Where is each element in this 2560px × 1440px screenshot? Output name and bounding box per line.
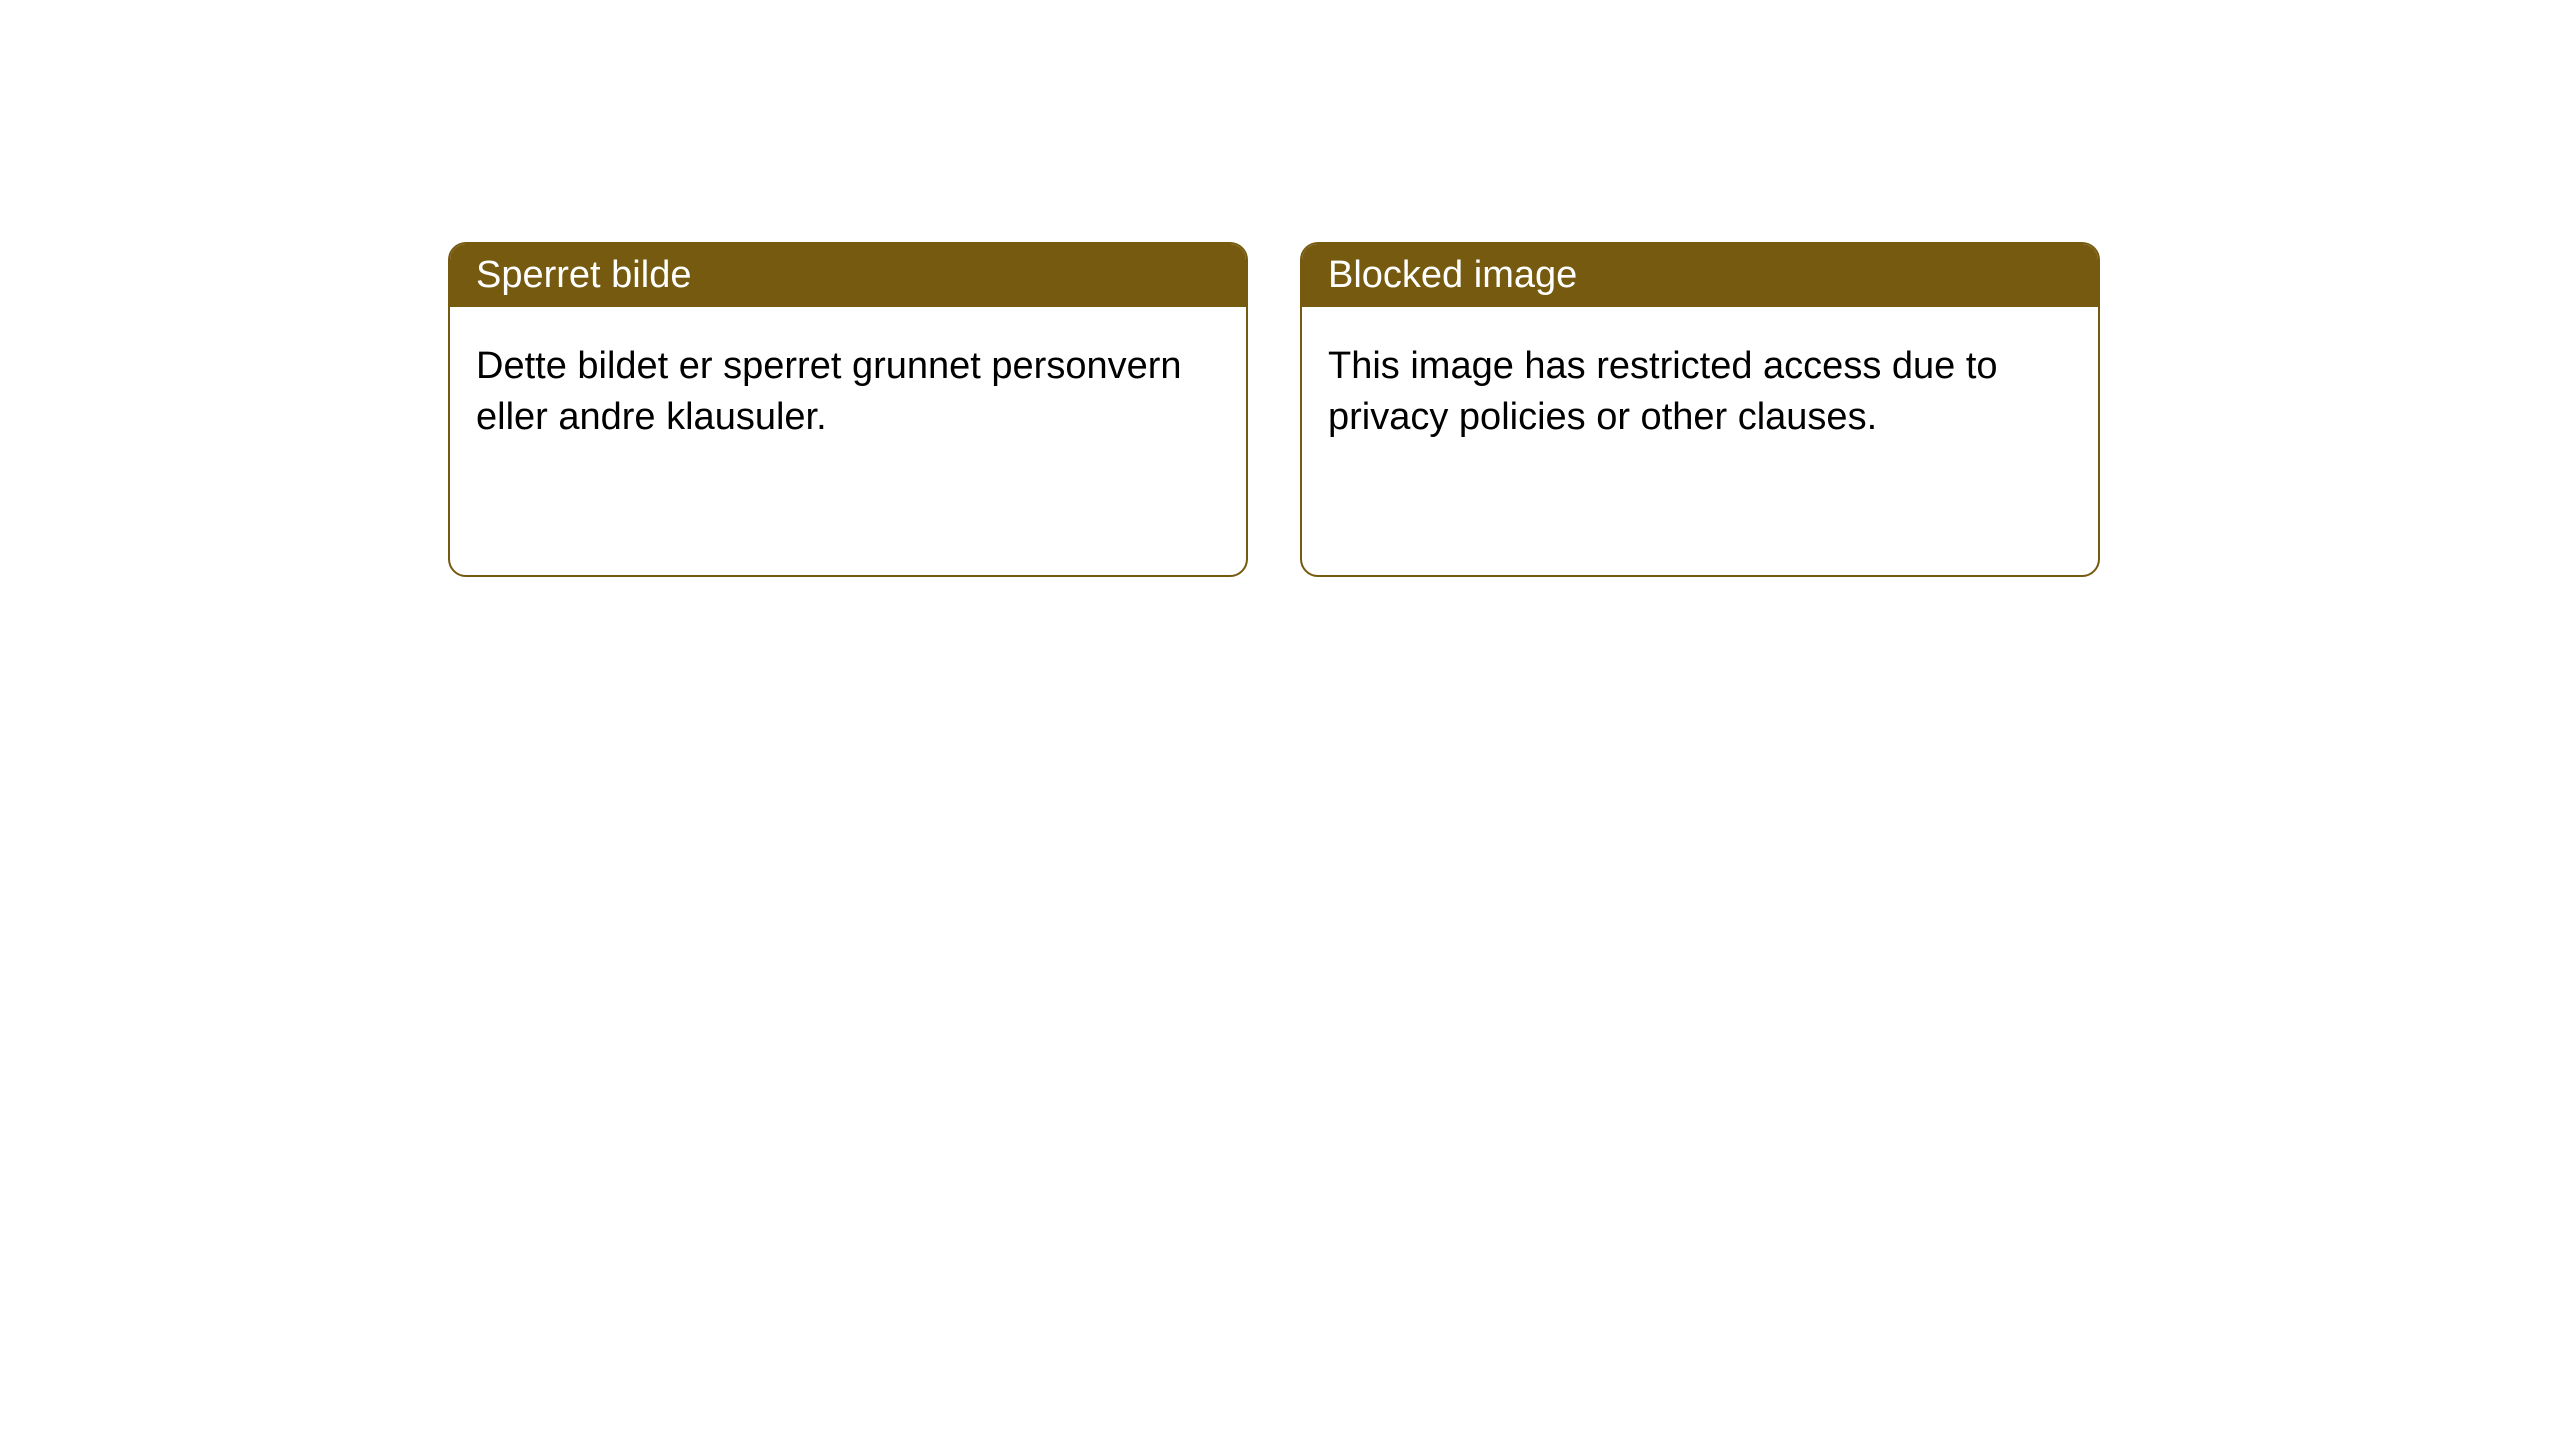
blocked-image-card-norwegian: Sperret bilde Dette bildet er sperret gr…	[448, 242, 1248, 577]
card-header-title: Blocked image	[1328, 254, 1577, 296]
card-body-text: This image has restricted access due to …	[1328, 345, 1998, 438]
blocked-image-card-english: Blocked image This image has restricted …	[1300, 242, 2100, 577]
card-header: Blocked image	[1302, 244, 2098, 307]
card-body: Dette bildet er sperret grunnet personve…	[450, 307, 1246, 478]
card-body-text: Dette bildet er sperret grunnet personve…	[476, 345, 1182, 438]
card-body: This image has restricted access due to …	[1302, 307, 2098, 478]
card-header-title: Sperret bilde	[476, 254, 691, 296]
notice-cards-container: Sperret bilde Dette bildet er sperret gr…	[0, 0, 2560, 577]
card-header: Sperret bilde	[450, 244, 1246, 307]
